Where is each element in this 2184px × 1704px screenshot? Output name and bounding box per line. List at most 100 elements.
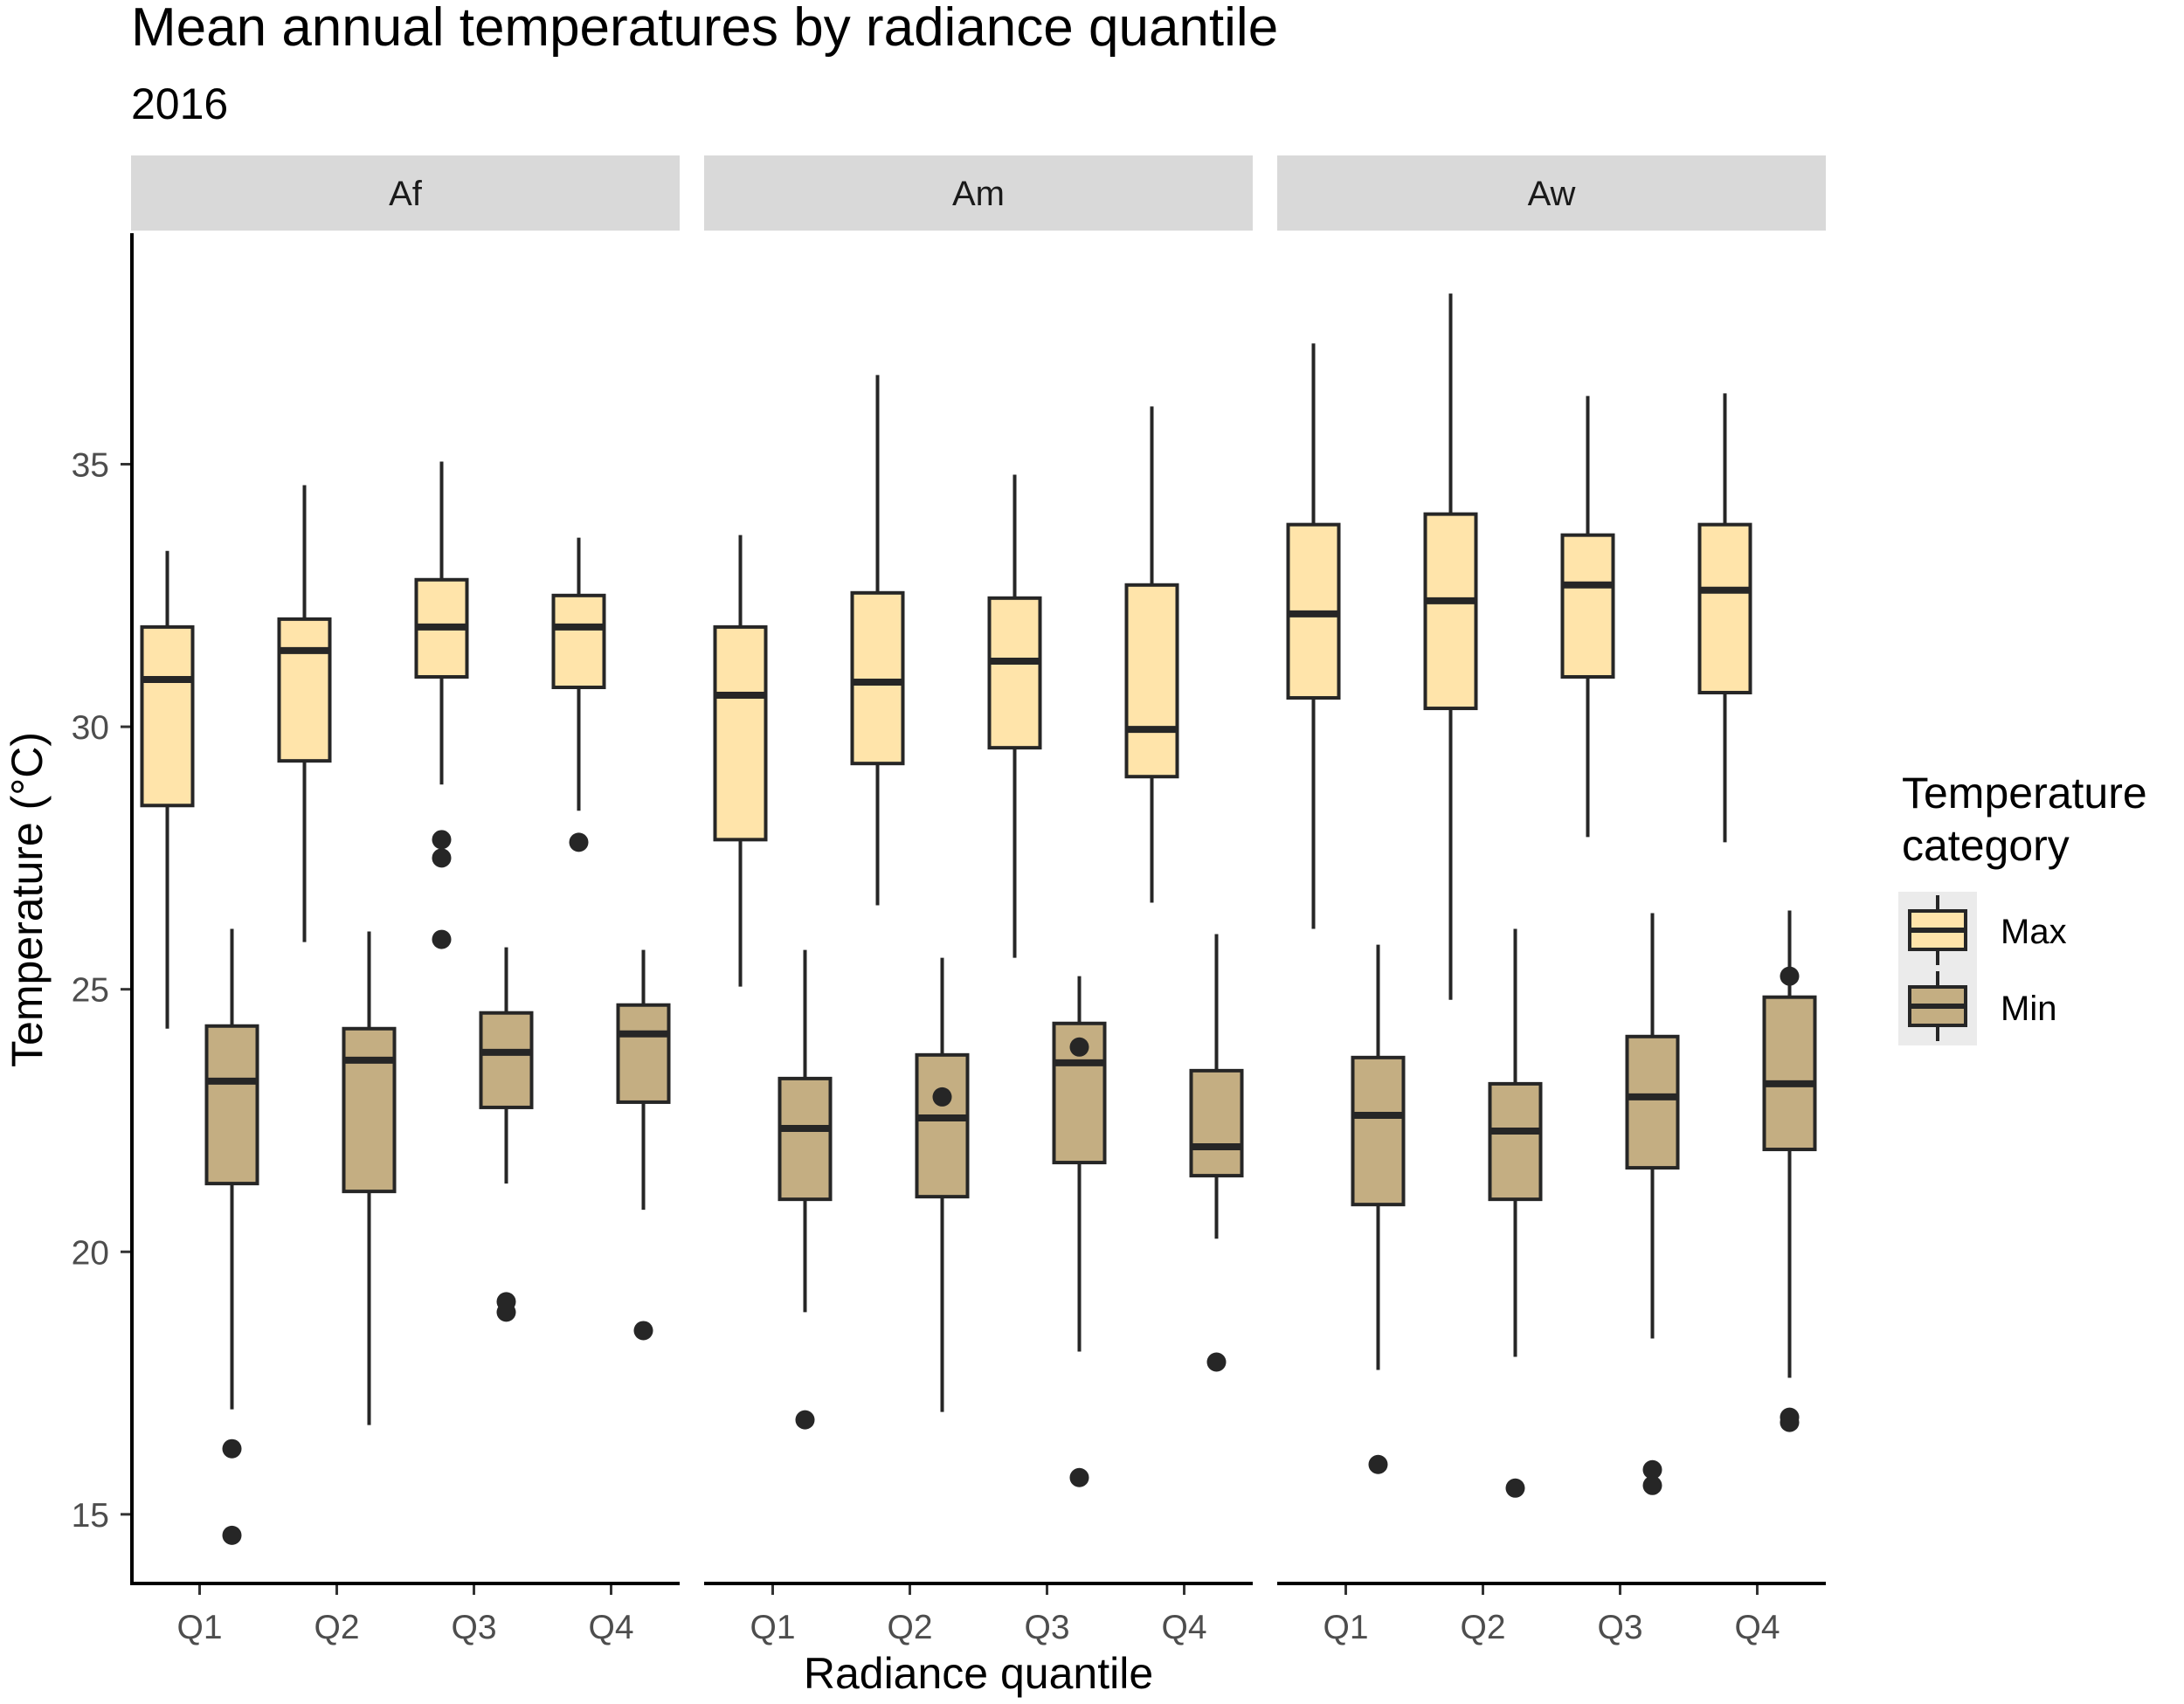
x-tick-label: Q1 (750, 1609, 795, 1646)
box-af-q4-min (616, 949, 671, 1341)
box-body (342, 1026, 397, 1194)
outlier-point (222, 1438, 242, 1459)
box-body (778, 1076, 833, 1202)
box-am-q4-max (1124, 406, 1179, 903)
outlier-point (1368, 1454, 1388, 1474)
box-aw-q1-min (1351, 944, 1406, 1474)
y-tick-label: 25 (72, 972, 109, 1010)
x-tick-label: Q1 (1323, 1609, 1368, 1646)
x-tick-label: Q2 (314, 1609, 359, 1646)
box-am-q2-max (850, 375, 905, 906)
panel-af: Af Q1 Q2 Q3 Q4 (131, 155, 680, 1646)
y-axis: 15 20 25 30 35 (72, 233, 134, 1585)
box-body (479, 1011, 534, 1109)
box-body (1762, 995, 1817, 1152)
box-af-q3-max (414, 461, 469, 949)
legend-keys (1908, 895, 1967, 1041)
outlier-point (569, 832, 589, 852)
y-tick-label: 30 (72, 709, 109, 747)
box-am-q3-min (1052, 976, 1107, 1487)
box-body (1625, 1034, 1680, 1170)
outlier-point (432, 848, 452, 868)
y-tick-label: 15 (72, 1497, 109, 1535)
x-tick-label: Q3 (451, 1609, 496, 1646)
outlier-point (1505, 1478, 1525, 1498)
outlier-point (1780, 1412, 1800, 1432)
box-am-q1-max (713, 535, 768, 987)
panel-am: Am Q1 Q2 Q3 Q4 (704, 155, 1253, 1646)
legend-label-min: Min (2001, 990, 2056, 1028)
box-aw-q4-max (1697, 393, 1752, 843)
y-tick-label: 20 (72, 1234, 109, 1272)
outlier-point (432, 929, 452, 949)
outlier-point (1069, 1467, 1089, 1487)
box-af-q1-min (204, 928, 259, 1545)
x-tick-label: Q1 (176, 1609, 222, 1646)
box-af-q2-min (342, 931, 397, 1425)
chart-subtitle: 2016 (131, 79, 228, 128)
box-body (204, 1024, 259, 1186)
legend-key-min (1908, 971, 1967, 1041)
y-axis-title: Temperature (°C) (3, 732, 52, 1067)
box-body (1124, 583, 1179, 779)
x-tick-label: Q4 (1734, 1609, 1780, 1646)
legend-title-line2: category (1902, 821, 2070, 870)
outlier-point (795, 1410, 815, 1430)
x-tick-label: Q2 (1460, 1609, 1505, 1646)
x-axis-title: Radiance quantile (804, 1649, 1153, 1698)
panel-aw: Aw Q1 Q2 Q3 Q4 (1277, 155, 1826, 1646)
x-tick-label: Q2 (887, 1609, 932, 1646)
facet-panels: Af Q1 Q2 Q3 Q4 Am Q1 Q2 Q3 Q4 Aw Q1 Q2 Q3 Q4 (131, 155, 1826, 1646)
box-am-q1-min (778, 949, 833, 1430)
box-body (1488, 1081, 1543, 1202)
legend-title-line1: Temperature (1902, 769, 2147, 818)
box-aw-q4-min (1762, 910, 1817, 1432)
legend-label-max: Max (2001, 913, 2067, 951)
box-am-q3-max (987, 474, 1042, 958)
panel-strip-label: Am (952, 175, 1005, 213)
box-af-q2-max (277, 485, 332, 942)
box-body (1351, 1055, 1406, 1207)
outlier-point (1780, 966, 1800, 986)
box-body (551, 593, 606, 690)
outlier-point (222, 1525, 242, 1545)
box-aw-q2-min (1488, 928, 1543, 1498)
panel-strip-label: Aw (1528, 175, 1576, 213)
panel-strip-label: Af (389, 175, 423, 213)
outlier-point (1069, 1037, 1089, 1057)
box-body (1423, 512, 1478, 711)
box-aw-q3-min (1625, 913, 1680, 1495)
panel-strip (1277, 155, 1826, 231)
box-body (140, 624, 195, 808)
outlier-point (1642, 1475, 1662, 1495)
outlier-point (1642, 1459, 1662, 1480)
box-af-q1-max (140, 550, 195, 1029)
x-tick-label: Q4 (588, 1609, 633, 1646)
outlier-point (1206, 1352, 1227, 1372)
box-body (987, 596, 1042, 750)
chart-title: Mean annual temperatures by radiance qua… (131, 0, 1278, 58)
legend: Temperature category Max Min (1898, 769, 2147, 1045)
panel-strip (131, 155, 680, 231)
box-body (713, 624, 768, 842)
legend-key-max (1908, 895, 1967, 965)
box-am-q2-min (915, 957, 970, 1412)
box-body (1189, 1068, 1244, 1178)
y-tick-label: 35 (72, 447, 109, 485)
box-am-q4-min (1189, 934, 1244, 1372)
outlier-point (633, 1321, 653, 1341)
x-tick-label: Q3 (1597, 1609, 1642, 1646)
box-af-q3-min (479, 947, 534, 1322)
box-body (616, 1003, 671, 1104)
box-body (915, 1052, 970, 1199)
box-aw-q1-max (1286, 343, 1341, 929)
box-body (1560, 533, 1615, 679)
outlier-point (432, 830, 452, 850)
box-body (277, 617, 332, 763)
panel-strip (704, 155, 1253, 231)
box-af-q4-max (551, 537, 606, 852)
box-aw-q2-max (1423, 293, 1478, 1000)
x-tick-label: Q3 (1024, 1609, 1069, 1646)
box-body (850, 590, 905, 766)
